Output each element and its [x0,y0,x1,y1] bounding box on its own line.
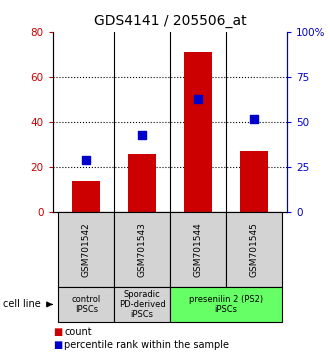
Bar [184,52,212,212]
Bar [170,212,226,287]
Text: GSM701542: GSM701542 [82,222,91,277]
Text: ■: ■ [53,340,62,350]
Text: GSM701544: GSM701544 [193,222,202,277]
Point [195,96,201,102]
Bar [114,287,170,322]
Text: percentile rank within the sample: percentile rank within the sample [64,340,229,350]
Title: GDS4141 / 205506_at: GDS4141 / 205506_at [94,14,246,28]
Text: GSM701543: GSM701543 [138,222,147,277]
Bar [128,154,156,212]
Text: GSM701545: GSM701545 [249,222,258,277]
Text: ■: ■ [53,327,62,337]
Text: cell line: cell line [3,299,41,309]
Text: control
IPSCs: control IPSCs [72,295,101,314]
Bar [170,287,281,322]
Bar [114,212,170,287]
Bar [72,181,100,212]
Point [139,132,145,138]
Bar [58,212,114,287]
Point [83,157,89,163]
Bar [240,152,268,212]
Bar [58,287,114,322]
Text: count: count [64,327,92,337]
Point [251,116,256,121]
Text: presenilin 2 (PS2)
iPSCs: presenilin 2 (PS2) iPSCs [189,295,263,314]
Text: Sporadic
PD-derived
iPSCs: Sporadic PD-derived iPSCs [119,290,165,319]
Bar [226,212,281,287]
